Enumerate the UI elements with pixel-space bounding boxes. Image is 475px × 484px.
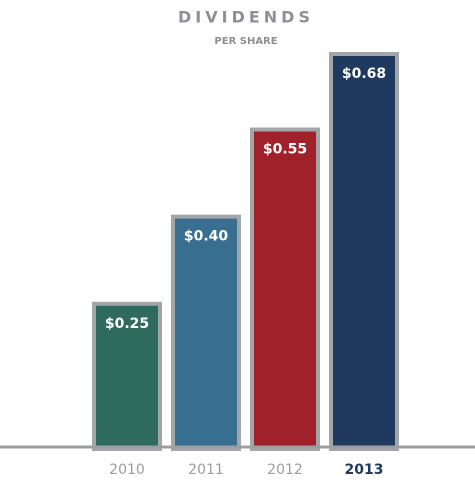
x-tick-label: 2013: [345, 462, 384, 478]
chart-subtitle: PER SHARE: [214, 36, 277, 47]
x-tick-label: 2012: [267, 462, 303, 478]
value-label: $0.25: [105, 316, 149, 332]
chart-title: DIVIDENDS: [178, 8, 314, 27]
value-label: $0.68: [342, 66, 386, 82]
bar: [329, 52, 399, 451]
bar: [92, 301, 162, 451]
value-label: $0.40: [184, 229, 229, 245]
x-tick-label: 2011: [188, 462, 224, 478]
bar: [250, 127, 320, 451]
x-tick-label: 2010: [109, 462, 145, 478]
value-label: $0.55: [263, 142, 307, 158]
bar: [171, 214, 241, 451]
